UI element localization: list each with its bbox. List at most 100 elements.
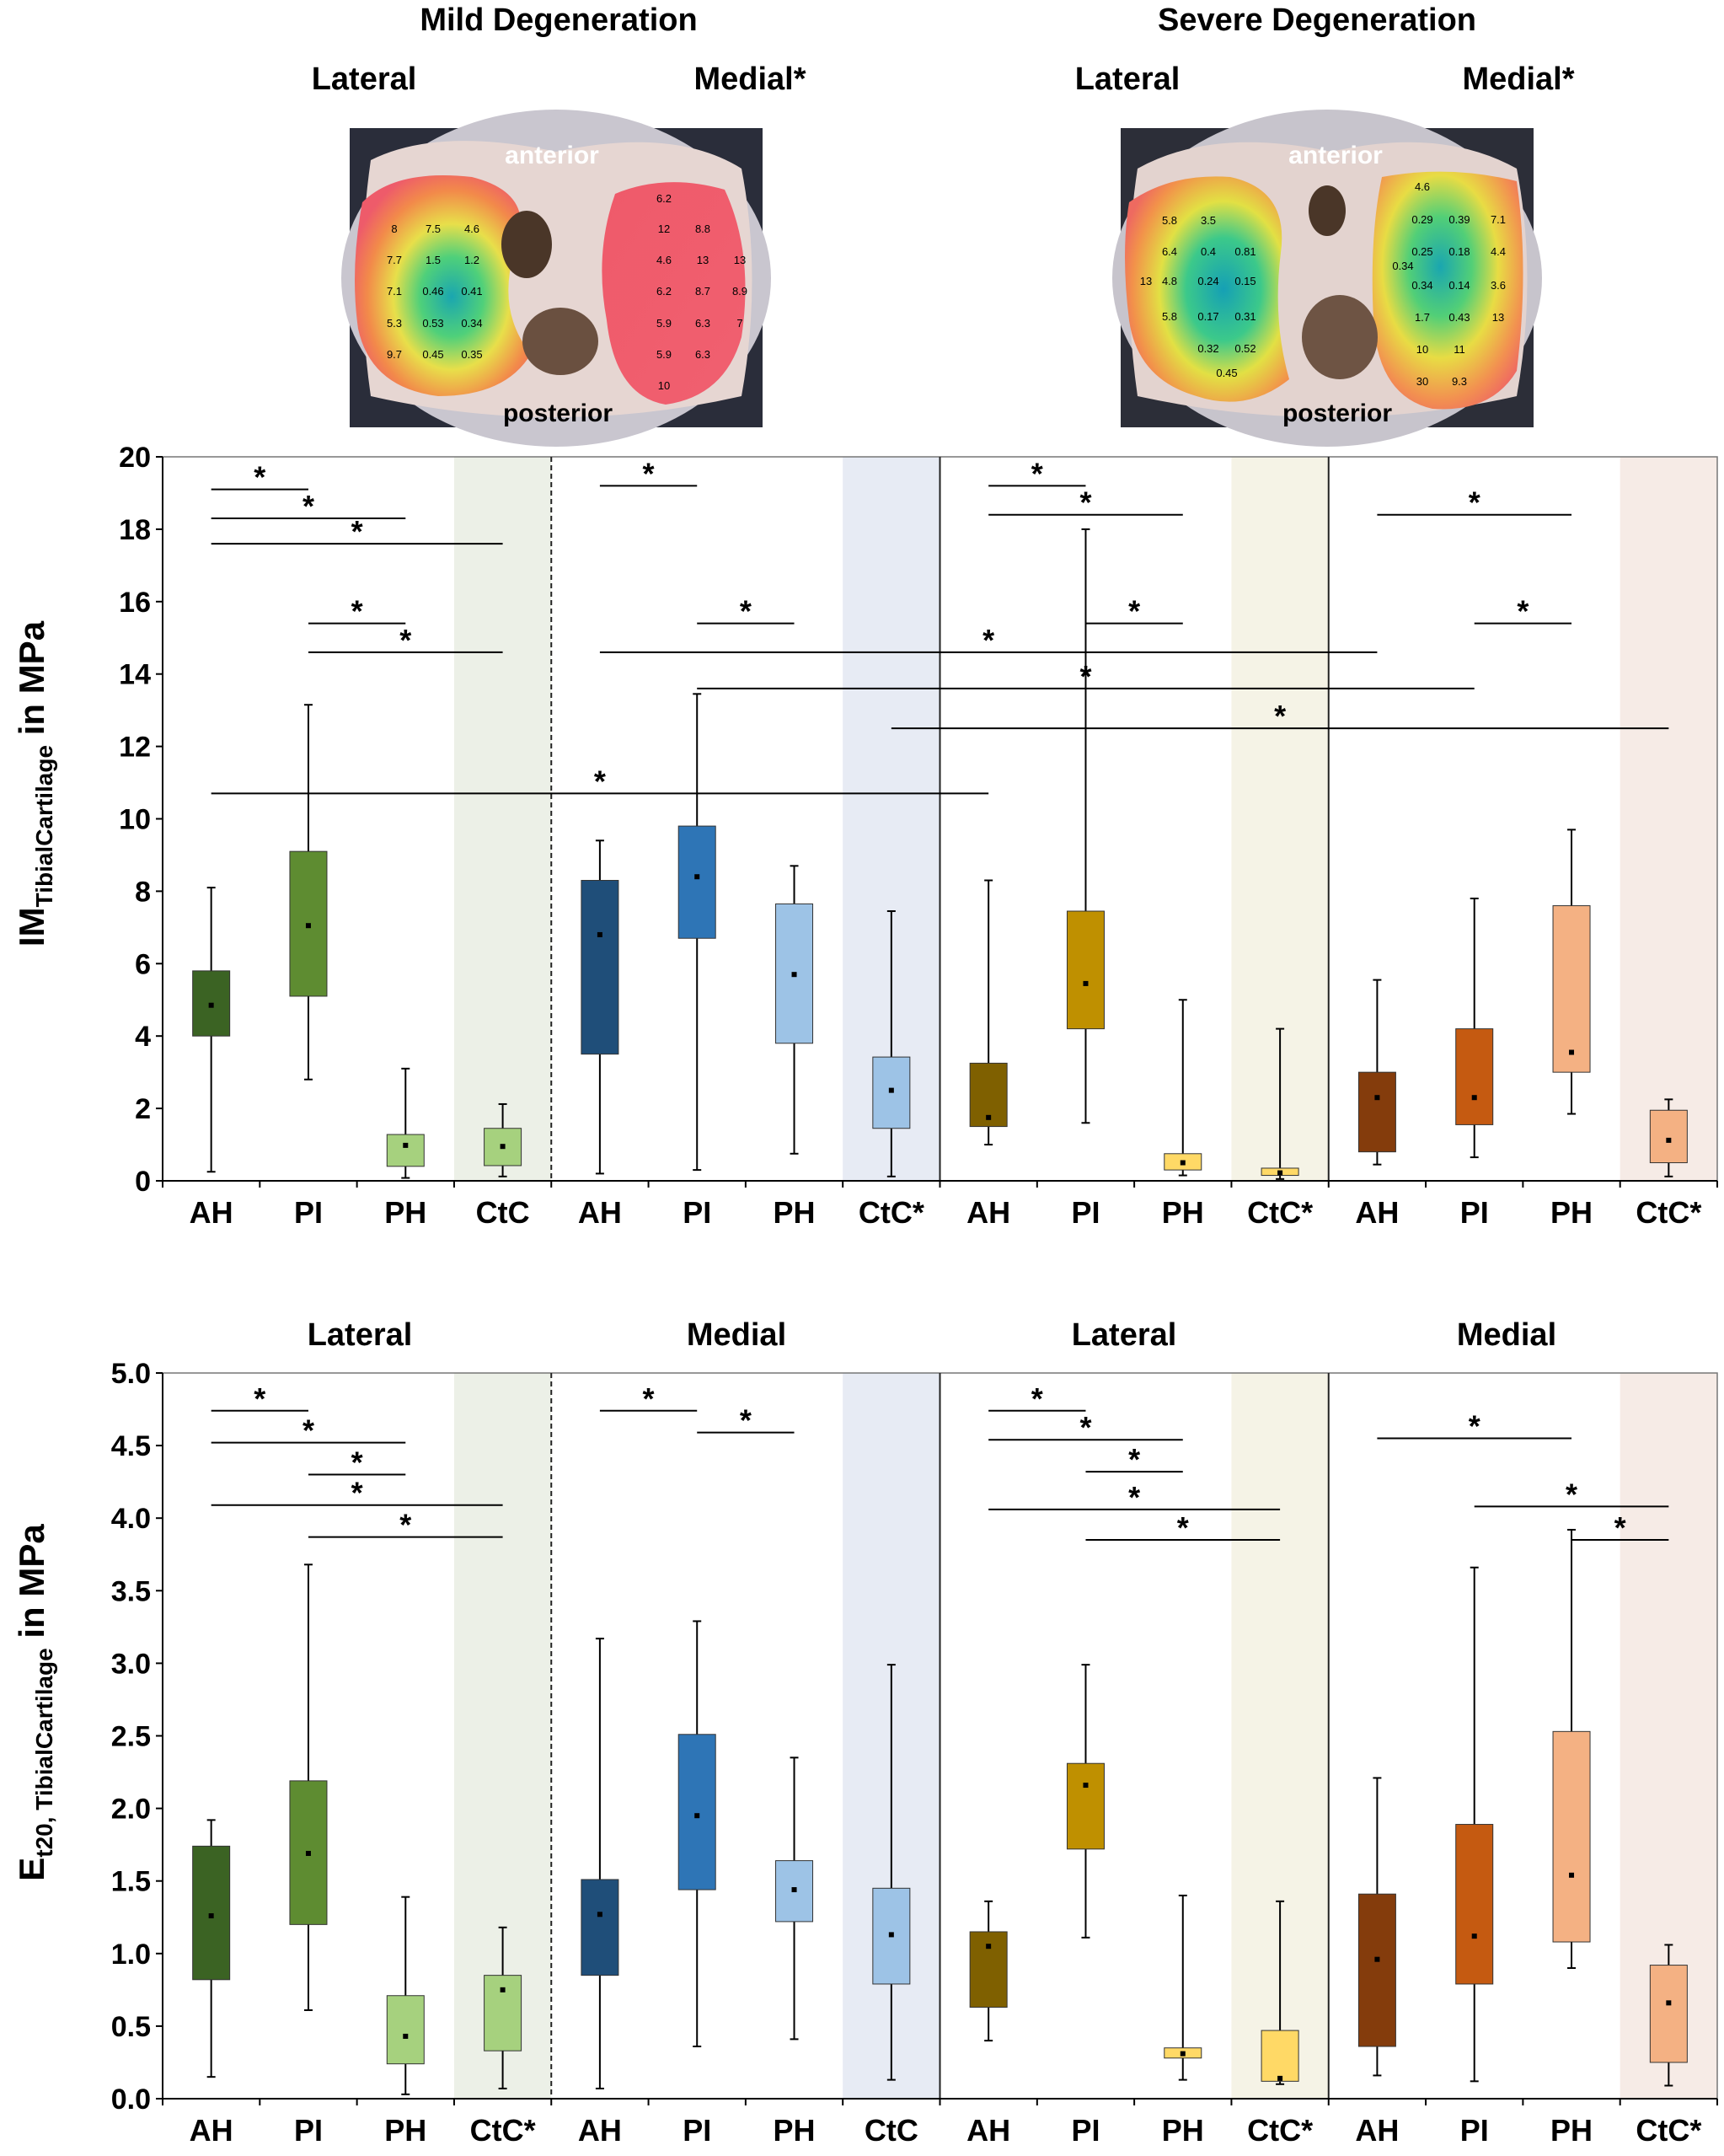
severe-lateral-heading: Lateral <box>1075 62 1181 97</box>
severe-photo-posterior-label: posterior <box>1282 400 1392 427</box>
photo-value: 5.8 <box>1162 310 1177 323</box>
median-marker <box>500 1987 506 1992</box>
e-lateral-mild-title: Lateral <box>308 1317 413 1353</box>
median-marker <box>208 1002 214 1008</box>
median-marker <box>305 923 311 929</box>
photo-value: 4.6 <box>1415 180 1430 193</box>
photo-value: 6.3 <box>695 348 710 361</box>
median-marker <box>1083 1783 1089 1789</box>
e-medial-mild-title: Medial <box>687 1317 786 1353</box>
photo-value: 5.8 <box>1162 214 1177 227</box>
y-tick-label: 2.0 <box>111 1794 151 1826</box>
median-marker <box>694 874 700 880</box>
y-tick-label: 3.5 <box>111 1575 151 1607</box>
photo-value: 0.53 <box>422 317 443 330</box>
photo-value: 0.24 <box>1197 275 1218 287</box>
photo-value: 3.5 <box>1201 214 1216 227</box>
e-boxplot-chart: *************** 0.00.51.01.52.02.53.03.5… <box>12 1358 1718 2148</box>
x-category-label: PI <box>1071 1195 1100 1230</box>
box <box>1552 905 1591 1073</box>
y-tick-label: 0.5 <box>111 2011 151 2043</box>
significance-star: * <box>1031 1381 1043 1416</box>
x-category-label: AH <box>966 2113 1010 2148</box>
mild-medial-heading: Medial* <box>693 62 806 97</box>
x-category-label: AH <box>1355 1195 1399 1230</box>
median-marker <box>986 1114 992 1120</box>
box <box>386 1134 425 1167</box>
photo-value: 0.45 <box>1216 367 1237 379</box>
x-category-label: AH <box>190 2113 233 2148</box>
x-category-label: PI <box>1460 1195 1489 1230</box>
photo-value: 7 <box>736 317 742 330</box>
median-marker <box>888 1932 894 1938</box>
photo-value: 13 <box>697 254 709 266</box>
y-tick-label: 10 <box>119 804 151 836</box>
photo-value: 1.2 <box>464 254 479 266</box>
median-marker <box>208 1913 214 1919</box>
median-marker <box>1180 1160 1186 1166</box>
y-tick-label: 1.5 <box>111 1866 151 1898</box>
photo-value: 0.34 <box>461 317 482 330</box>
x-category-label: CtC* <box>859 1195 924 1230</box>
box <box>1261 2030 1299 2082</box>
x-category-label: PH <box>1550 2113 1593 2148</box>
box <box>192 1845 231 1981</box>
ctc-column-shade <box>453 457 552 1181</box>
photo-value: 0.46 <box>422 285 443 298</box>
photo-value: 6.4 <box>1162 245 1177 258</box>
severe-medial-heading: Medial* <box>1462 62 1574 97</box>
y-tick-label: 4 <box>135 1021 151 1053</box>
photo-value: 13 <box>734 254 746 266</box>
e-medial-severe-title: Medial <box>1457 1317 1556 1353</box>
severe-photo-values: 5.8 3.5 6.4 0.4 0.81 13 4.8 0.24 0.15 5.8 0.17 0.31… <box>1140 180 1506 388</box>
mild-photo-anterior-label: anterior <box>505 142 599 169</box>
x-category-label: PH <box>1550 1195 1593 1230</box>
photo-value: 1.5 <box>426 254 441 266</box>
x-category-label: PI <box>1460 2113 1489 2148</box>
severe-tibia-photo: anterior posterior 5.8 3.5 6.4 0.4 0.81 13 4.8… <box>1112 110 1542 447</box>
severe-degeneration-title: Severe Degeneration <box>1158 3 1476 38</box>
photo-value: 1.7 <box>1415 311 1430 324</box>
y-tick-label: 1.0 <box>111 1939 151 1971</box>
y-tick-label: 4.5 <box>111 1430 151 1462</box>
median-marker <box>1569 1049 1575 1055</box>
significance-star: * <box>1177 1510 1189 1545</box>
y-tick-label: 0.0 <box>111 2084 151 2116</box>
x-category-label: CtC <box>865 2113 918 2148</box>
significance-star: * <box>399 623 411 657</box>
photo-value: 0.14 <box>1448 279 1470 292</box>
significance-star: * <box>1128 594 1140 629</box>
y-tick-label: 6 <box>135 948 151 980</box>
median-marker <box>1277 2075 1283 2081</box>
x-category-label: CtC* <box>1636 2113 1701 2148</box>
photo-value: 13 <box>1492 311 1504 324</box>
box <box>969 1931 1008 2009</box>
significance-star: * <box>254 1381 265 1416</box>
x-category-label: AH <box>578 2113 622 2148</box>
significance-star: * <box>1031 456 1043 491</box>
photo-value: 5.3 <box>387 317 402 330</box>
x-category-label: CtC* <box>470 2113 536 2148</box>
median-marker <box>1666 1137 1672 1143</box>
y-tick-label: 0 <box>135 1166 151 1198</box>
photo-value: 0.34 <box>1392 260 1413 272</box>
im-y-axis-label: IMTibialCartilage in MPa <box>12 620 57 947</box>
significance-star: * <box>1079 485 1091 520</box>
photo-value: 0.15 <box>1234 275 1256 287</box>
y-tick-label: 4.0 <box>111 1503 151 1535</box>
photo-value: 5.9 <box>656 348 672 361</box>
x-category-label: CtC* <box>1636 1195 1701 1230</box>
significance-star: * <box>1079 659 1091 694</box>
box <box>1455 1824 1494 1985</box>
median-marker <box>597 931 602 937</box>
significance-star: * <box>1614 1510 1626 1545</box>
median-marker <box>1083 980 1089 986</box>
photo-value: 9.7 <box>387 348 402 361</box>
y-tick-label: 2 <box>135 1093 151 1125</box>
x-category-label: CtC <box>476 1195 530 1230</box>
significance-star: * <box>399 1508 411 1542</box>
x-category-label: AH <box>1355 2113 1399 2148</box>
significance-star: * <box>1128 1442 1140 1477</box>
median-marker <box>1180 2051 1186 2057</box>
significance-star: * <box>351 594 363 629</box>
